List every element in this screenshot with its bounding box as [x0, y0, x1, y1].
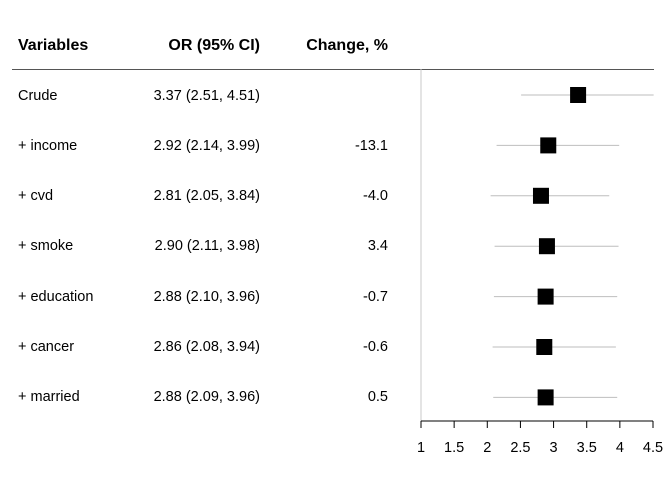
estimate-marker — [536, 339, 552, 355]
estimate-marker — [538, 289, 554, 305]
x-tick-label: 4.5 — [643, 440, 663, 456]
x-tick-label: 1 — [417, 440, 425, 456]
x-tick-label: 2 — [483, 440, 491, 456]
estimate-marker — [539, 238, 555, 254]
x-tick-label: 4 — [616, 440, 624, 456]
estimate-marker — [570, 87, 586, 103]
x-tick-label: 1.5 — [444, 440, 464, 456]
estimate-marker — [540, 137, 556, 153]
x-tick-label: 2.5 — [510, 440, 530, 456]
estimate-marker — [538, 389, 554, 405]
estimate-marker — [533, 188, 549, 204]
x-tick-label: 3 — [550, 440, 558, 456]
x-tick-label: 3.5 — [577, 440, 597, 456]
